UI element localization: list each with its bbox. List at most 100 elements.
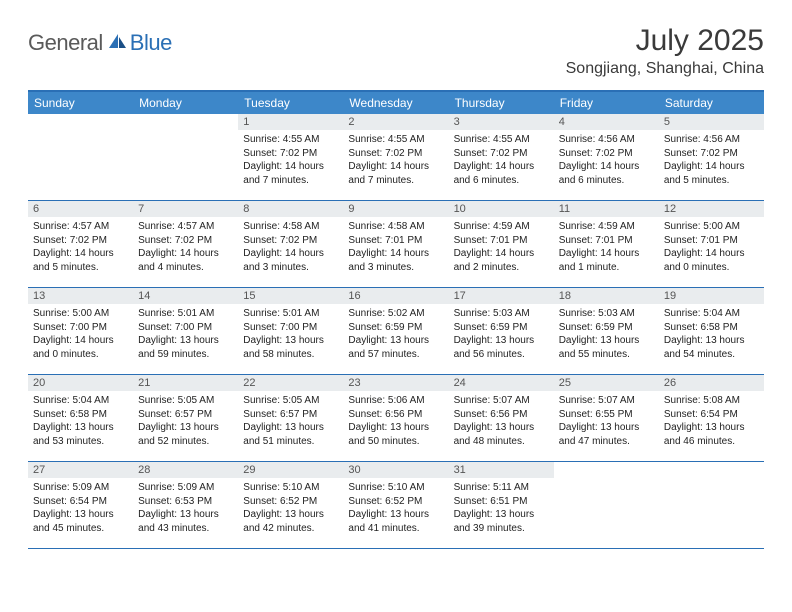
day-number: 4 <box>554 114 659 130</box>
sunset-line: Sunset: 6:58 PM <box>664 321 759 335</box>
sunrise-line: Sunrise: 5:05 AM <box>138 394 233 408</box>
week-row: 1Sunrise: 4:55 AMSunset: 7:02 PMDaylight… <box>28 114 764 201</box>
sunset-line: Sunset: 6:54 PM <box>664 408 759 422</box>
week-row: 27Sunrise: 5:09 AMSunset: 6:54 PMDayligh… <box>28 462 764 549</box>
daylight-line: Daylight: 13 hours and 58 minutes. <box>243 334 338 361</box>
calendar-cell: 1Sunrise: 4:55 AMSunset: 7:02 PMDaylight… <box>238 114 343 200</box>
month-title: July 2025 <box>566 24 764 58</box>
calendar-cell: 2Sunrise: 4:55 AMSunset: 7:02 PMDaylight… <box>343 114 448 200</box>
day-details: Sunrise: 4:59 AMSunset: 7:01 PMDaylight:… <box>554 217 659 276</box>
sunrise-line: Sunrise: 4:59 AM <box>559 220 654 234</box>
sunset-line: Sunset: 7:02 PM <box>243 234 338 248</box>
weeks-container: 1Sunrise: 4:55 AMSunset: 7:02 PMDaylight… <box>28 114 764 549</box>
calendar-cell-empty <box>133 114 238 200</box>
day-details: Sunrise: 5:09 AMSunset: 6:54 PMDaylight:… <box>28 478 133 537</box>
day-details: Sunrise: 4:56 AMSunset: 7:02 PMDaylight:… <box>659 130 764 189</box>
sunrise-line: Sunrise: 5:00 AM <box>664 220 759 234</box>
day-details: Sunrise: 4:55 AMSunset: 7:02 PMDaylight:… <box>343 130 448 189</box>
daylight-line: Daylight: 14 hours and 5 minutes. <box>664 160 759 187</box>
sunrise-line: Sunrise: 5:06 AM <box>348 394 443 408</box>
calendar-cell: 3Sunrise: 4:55 AMSunset: 7:02 PMDaylight… <box>449 114 554 200</box>
sunrise-line: Sunrise: 5:00 AM <box>33 307 128 321</box>
calendar-cell: 31Sunrise: 5:11 AMSunset: 6:51 PMDayligh… <box>449 462 554 548</box>
day-details: Sunrise: 5:08 AMSunset: 6:54 PMDaylight:… <box>659 391 764 450</box>
day-number: 24 <box>449 375 554 391</box>
calendar-cell: 17Sunrise: 5:03 AMSunset: 6:59 PMDayligh… <box>449 288 554 374</box>
calendar-cell: 16Sunrise: 5:02 AMSunset: 6:59 PMDayligh… <box>343 288 448 374</box>
daylight-line: Daylight: 13 hours and 43 minutes. <box>138 508 233 535</box>
day-details: Sunrise: 4:57 AMSunset: 7:02 PMDaylight:… <box>133 217 238 276</box>
daylight-line: Daylight: 13 hours and 51 minutes. <box>243 421 338 448</box>
sunset-line: Sunset: 7:00 PM <box>138 321 233 335</box>
week-row: 13Sunrise: 5:00 AMSunset: 7:00 PMDayligh… <box>28 288 764 375</box>
day-number: 14 <box>133 288 238 304</box>
day-details: Sunrise: 4:57 AMSunset: 7:02 PMDaylight:… <box>28 217 133 276</box>
sunrise-line: Sunrise: 4:56 AM <box>559 133 654 147</box>
calendar-grid: SundayMondayTuesdayWednesdayThursdayFrid… <box>28 90 764 549</box>
sunrise-line: Sunrise: 5:09 AM <box>33 481 128 495</box>
calendar-cell: 12Sunrise: 5:00 AMSunset: 7:01 PMDayligh… <box>659 201 764 287</box>
sunrise-line: Sunrise: 5:01 AM <box>243 307 338 321</box>
sunrise-line: Sunrise: 5:09 AM <box>138 481 233 495</box>
day-of-week-header: Tuesday <box>238 92 343 114</box>
sunset-line: Sunset: 7:01 PM <box>454 234 549 248</box>
day-details: Sunrise: 4:55 AMSunset: 7:02 PMDaylight:… <box>449 130 554 189</box>
day-details: Sunrise: 4:59 AMSunset: 7:01 PMDaylight:… <box>449 217 554 276</box>
day-details: Sunrise: 5:01 AMSunset: 7:00 PMDaylight:… <box>133 304 238 363</box>
calendar-cell: 14Sunrise: 5:01 AMSunset: 7:00 PMDayligh… <box>133 288 238 374</box>
day-details: Sunrise: 5:03 AMSunset: 6:59 PMDaylight:… <box>449 304 554 363</box>
day-of-week-header: Friday <box>554 92 659 114</box>
sunrise-line: Sunrise: 5:03 AM <box>454 307 549 321</box>
sunset-line: Sunset: 6:56 PM <box>454 408 549 422</box>
sunset-line: Sunset: 7:02 PM <box>454 147 549 161</box>
day-number: 5 <box>659 114 764 130</box>
day-details: Sunrise: 4:56 AMSunset: 7:02 PMDaylight:… <box>554 130 659 189</box>
calendar-cell-empty <box>554 462 659 548</box>
daylight-line: Daylight: 13 hours and 42 minutes. <box>243 508 338 535</box>
sunset-line: Sunset: 7:02 PM <box>33 234 128 248</box>
day-details: Sunrise: 5:04 AMSunset: 6:58 PMDaylight:… <box>28 391 133 450</box>
sunset-line: Sunset: 6:52 PM <box>348 495 443 509</box>
daylight-line: Daylight: 13 hours and 41 minutes. <box>348 508 443 535</box>
logo-sail-icon <box>107 32 127 55</box>
calendar-cell: 26Sunrise: 5:08 AMSunset: 6:54 PMDayligh… <box>659 375 764 461</box>
day-number: 9 <box>343 201 448 217</box>
sunrise-line: Sunrise: 4:58 AM <box>348 220 443 234</box>
day-details: Sunrise: 5:07 AMSunset: 6:56 PMDaylight:… <box>449 391 554 450</box>
calendar-cell: 15Sunrise: 5:01 AMSunset: 7:00 PMDayligh… <box>238 288 343 374</box>
week-row: 20Sunrise: 5:04 AMSunset: 6:58 PMDayligh… <box>28 375 764 462</box>
daylight-line: Daylight: 13 hours and 50 minutes. <box>348 421 443 448</box>
sunset-line: Sunset: 6:53 PM <box>138 495 233 509</box>
sunrise-line: Sunrise: 5:10 AM <box>348 481 443 495</box>
day-number: 10 <box>449 201 554 217</box>
daylight-line: Daylight: 14 hours and 0 minutes. <box>664 247 759 274</box>
day-number: 15 <box>238 288 343 304</box>
calendar-cell-empty <box>28 114 133 200</box>
day-number: 29 <box>238 462 343 478</box>
calendar-cell: 22Sunrise: 5:05 AMSunset: 6:57 PMDayligh… <box>238 375 343 461</box>
day-number: 19 <box>659 288 764 304</box>
daylight-line: Daylight: 13 hours and 46 minutes. <box>664 421 759 448</box>
sunrise-line: Sunrise: 5:07 AM <box>454 394 549 408</box>
day-details: Sunrise: 5:03 AMSunset: 6:59 PMDaylight:… <box>554 304 659 363</box>
day-number: 11 <box>554 201 659 217</box>
sunset-line: Sunset: 7:00 PM <box>33 321 128 335</box>
daylight-line: Daylight: 14 hours and 2 minutes. <box>454 247 549 274</box>
day-number: 21 <box>133 375 238 391</box>
daylight-line: Daylight: 13 hours and 39 minutes. <box>454 508 549 535</box>
daylight-line: Daylight: 14 hours and 6 minutes. <box>454 160 549 187</box>
daylight-line: Daylight: 13 hours and 59 minutes. <box>138 334 233 361</box>
daylight-line: Daylight: 13 hours and 52 minutes. <box>138 421 233 448</box>
sunrise-line: Sunrise: 5:07 AM <box>559 394 654 408</box>
calendar-cell: 20Sunrise: 5:04 AMSunset: 6:58 PMDayligh… <box>28 375 133 461</box>
daylight-line: Daylight: 14 hours and 4 minutes. <box>138 247 233 274</box>
header: General Blue July 2025 Songjiang, Shangh… <box>28 24 764 78</box>
daylight-line: Daylight: 13 hours and 57 minutes. <box>348 334 443 361</box>
day-number: 7 <box>133 201 238 217</box>
day-of-week-header: Saturday <box>659 92 764 114</box>
daylight-line: Daylight: 13 hours and 45 minutes. <box>33 508 128 535</box>
daylight-line: Daylight: 13 hours and 54 minutes. <box>664 334 759 361</box>
sunrise-line: Sunrise: 5:02 AM <box>348 307 443 321</box>
day-details: Sunrise: 5:02 AMSunset: 6:59 PMDaylight:… <box>343 304 448 363</box>
sunset-line: Sunset: 6:52 PM <box>243 495 338 509</box>
